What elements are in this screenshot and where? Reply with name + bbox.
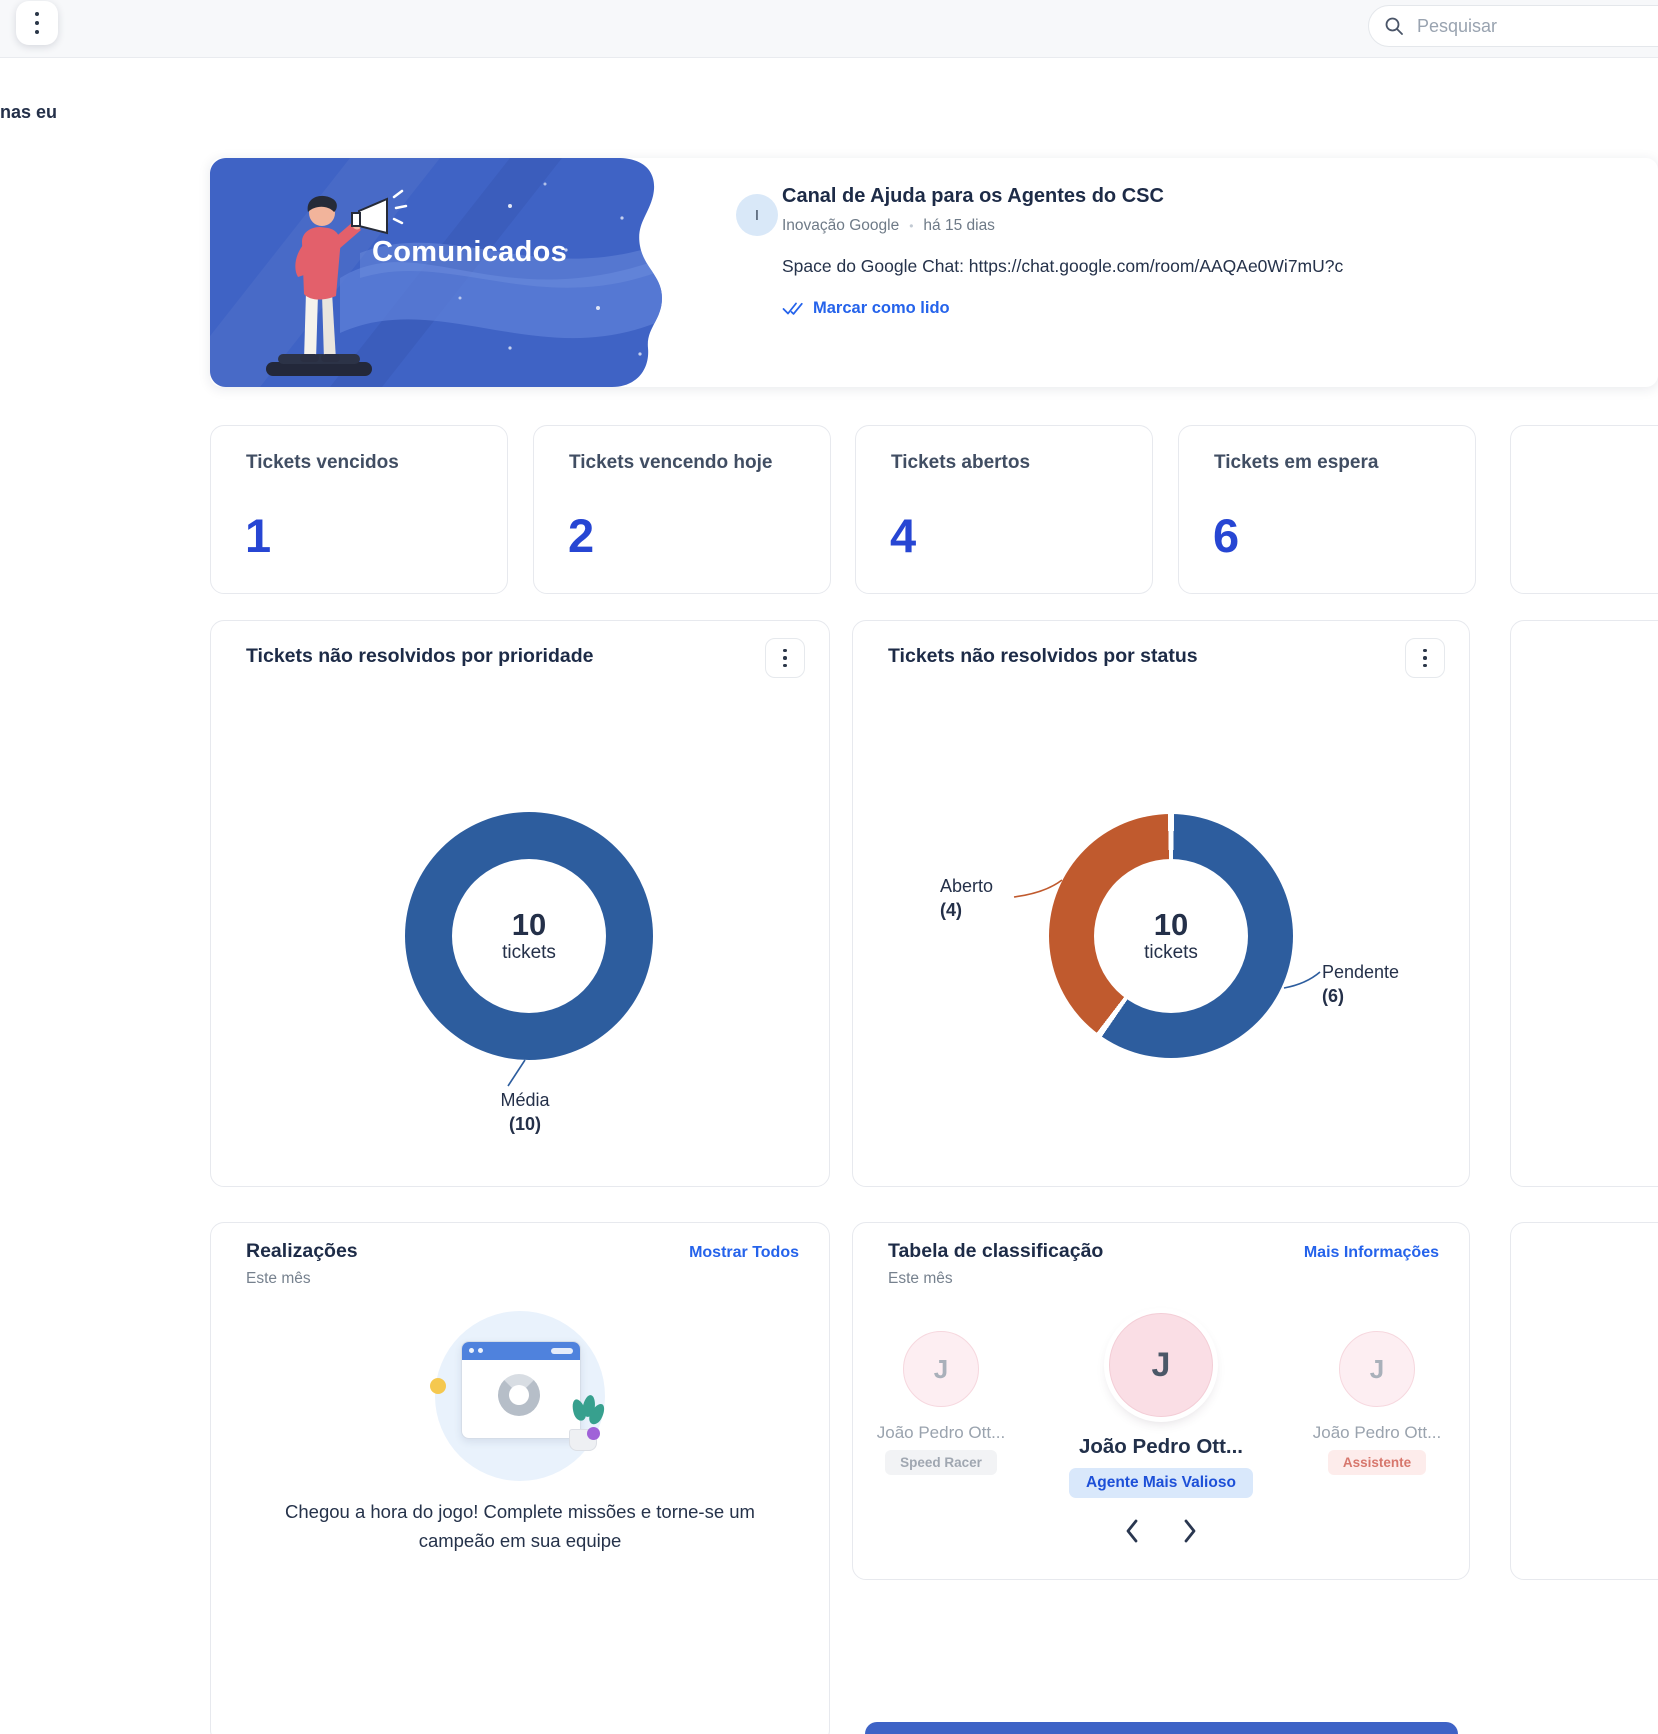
stat-value: 2 bbox=[568, 509, 595, 562]
donut-center: 10 tickets bbox=[452, 859, 606, 1013]
announcement-body[interactable]: Space do Google Chat: https://chat.googl… bbox=[782, 256, 1344, 276]
donut-total: 10 bbox=[1153, 907, 1189, 942]
dot-separator: • bbox=[909, 219, 914, 233]
stat-card-on-hold[interactable]: Tickets em espera 6 bbox=[1178, 425, 1476, 594]
yellow-ball-icon bbox=[430, 1378, 446, 1394]
stat-value: 4 bbox=[890, 509, 917, 562]
stat-label: Tickets vencidos bbox=[246, 452, 399, 473]
announcement-avatar: I bbox=[736, 194, 778, 236]
rank-badge: Assistente bbox=[1327, 1450, 1427, 1475]
avatar: J bbox=[1109, 1313, 1213, 1417]
chart-card-status: Tickets não resolvidos por status 10 tic… bbox=[852, 620, 1470, 1187]
leaderboard-card: Tabela de classificação Mais Informações… bbox=[852, 1222, 1470, 1580]
announcement-time: há 15 dias bbox=[923, 217, 995, 234]
double-check-icon bbox=[782, 301, 804, 316]
kebab-menu-icon bbox=[783, 648, 787, 653]
announcement-author: Inovação Google bbox=[782, 217, 900, 234]
leaderboard-entry-top: J João Pedro Ott... Agente Mais Valioso bbox=[1051, 1313, 1271, 1498]
stat-label: Tickets abertos bbox=[891, 452, 1031, 473]
chart-card-partial bbox=[1510, 620, 1658, 1187]
priority-donut-chart: 10 tickets bbox=[405, 812, 653, 1060]
announcement-banner: Comunicados bbox=[210, 158, 663, 387]
agent-name: João Pedro Ott... bbox=[1078, 1435, 1244, 1458]
next-card-peek bbox=[865, 1722, 1458, 1734]
leaderboard-entry: J João Pedro Ott... Speed Racer bbox=[853, 1331, 1029, 1475]
announcement-title[interactable]: Canal de Ajuda para os Agentes do CSC bbox=[782, 185, 1164, 207]
show-all-link[interactable]: Mostrar Todos bbox=[689, 1244, 799, 1261]
app-menu-button[interactable] bbox=[16, 1, 58, 45]
leaderboard-pagination bbox=[853, 1517, 1469, 1545]
donut-unit: tickets bbox=[1144, 942, 1198, 963]
purple-ball-icon bbox=[587, 1427, 600, 1440]
rank-badge: Agente Mais Valioso bbox=[1069, 1468, 1253, 1498]
chevron-right-icon[interactable] bbox=[1178, 1517, 1202, 1545]
achievements-message: Chegou a hora do jogo! Complete missões … bbox=[285, 1501, 755, 1551]
stat-card-partial bbox=[1510, 425, 1658, 594]
banner-title: Comunicados bbox=[372, 236, 568, 268]
donut-center: 10 tickets bbox=[1094, 859, 1248, 1013]
megaphone-person-illustration bbox=[266, 189, 408, 376]
search-input[interactable] bbox=[1415, 14, 1658, 38]
kebab-menu-icon bbox=[1423, 648, 1427, 653]
chart-title: Tickets não resolvidos por prioridade bbox=[246, 645, 594, 667]
bottom-card-partial bbox=[1510, 1222, 1658, 1580]
kebab-menu-icon bbox=[35, 12, 39, 16]
card-options-button[interactable] bbox=[765, 638, 805, 678]
agent-name: João Pedro Ott... bbox=[876, 1423, 1006, 1442]
donut-total: 10 bbox=[511, 907, 547, 942]
browser-window-illustration bbox=[461, 1341, 581, 1439]
achievements-title: Realizações bbox=[246, 1240, 358, 1262]
slice-label-media: Média (10) bbox=[500, 1090, 550, 1134]
announcement-card: Comunicados I Canal de Ajuda para os Age… bbox=[210, 158, 1658, 387]
avatar: J bbox=[1339, 1331, 1415, 1407]
stat-value: 6 bbox=[1213, 509, 1240, 562]
stat-value: 1 bbox=[245, 509, 272, 562]
status-donut-chart: 10 tickets bbox=[1049, 814, 1293, 1058]
leaderboard-title: Tabela de classificação bbox=[888, 1240, 1104, 1262]
stat-card-open[interactable]: Tickets abertos 4 bbox=[855, 425, 1153, 594]
donut-unit: tickets bbox=[502, 942, 556, 963]
agent-name: João Pedro Ott... bbox=[1312, 1423, 1442, 1442]
chart-card-priority: Tickets não resolvidos por prioridade 10… bbox=[210, 620, 830, 1187]
more-info-link[interactable]: Mais Informações bbox=[1303, 1244, 1439, 1261]
breadcrumb: nas eu bbox=[0, 102, 58, 122]
card-options-button[interactable] bbox=[1405, 638, 1445, 678]
mark-as-read-label: Marcar como lido bbox=[813, 299, 950, 317]
slice-label-pendente: Pendente (6) bbox=[1322, 962, 1400, 1006]
stat-card-overdue[interactable]: Tickets vencidos 1 bbox=[210, 425, 508, 594]
slice-label-aberto: Aberto (4) bbox=[940, 876, 994, 920]
stat-card-due-today[interactable]: Tickets vencendo hoje 2 bbox=[533, 425, 831, 594]
loading-ring-icon bbox=[498, 1374, 540, 1416]
stat-label: Tickets em espera bbox=[1214, 452, 1379, 473]
top-bar bbox=[0, 0, 1658, 58]
search-icon bbox=[1384, 16, 1404, 36]
chart-title: Tickets não resolvidos por status bbox=[888, 645, 1198, 667]
avatar: J bbox=[903, 1331, 979, 1407]
leaderboard-subtitle: Este mês bbox=[888, 1270, 953, 1287]
stat-label: Tickets vencendo hoje bbox=[569, 452, 773, 473]
announcement-meta: Inovação Google • há 15 dias bbox=[782, 217, 995, 235]
search-box[interactable] bbox=[1368, 5, 1658, 47]
mark-as-read-button[interactable]: Marcar como lido bbox=[782, 299, 950, 318]
leaderboard-entry: J João Pedro Ott... Assistente bbox=[1289, 1331, 1465, 1475]
chevron-left-icon[interactable] bbox=[1120, 1517, 1144, 1545]
rank-badge: Speed Racer bbox=[885, 1450, 997, 1475]
achievements-subtitle: Este mês bbox=[246, 1270, 311, 1287]
achievements-card: Realizações Mostrar Todos Este mês Chego… bbox=[210, 1222, 830, 1734]
